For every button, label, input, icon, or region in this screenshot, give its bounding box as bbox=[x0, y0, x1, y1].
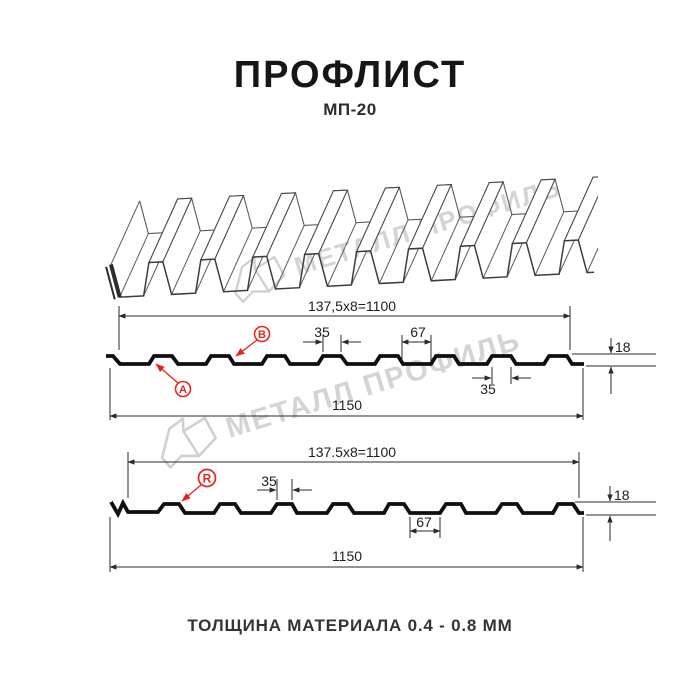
material-thickness-note: ТОЛЩИНА МАТЕРИАЛА 0.4 - 0.8 ММ bbox=[187, 616, 513, 635]
dim-rib-top-width: 35 bbox=[314, 324, 330, 340]
side-markers: R bbox=[181, 468, 217, 502]
profile-model-code: МП-20 bbox=[323, 100, 377, 119]
dimension-lines bbox=[109, 306, 656, 420]
rib-top-faces bbox=[148, 175, 598, 264]
dim-rib-top-width-2: 35 bbox=[480, 381, 496, 397]
marker-r-circle bbox=[197, 468, 217, 488]
profile-outline bbox=[106, 354, 584, 366]
marker-b-label: B bbox=[258, 329, 266, 341]
marker-b-circle bbox=[253, 325, 271, 343]
dim-module-width-top: 137,5x8=1100 bbox=[308, 298, 396, 314]
dim-valley-width: 67 bbox=[410, 324, 426, 340]
dim-valley-width: 67 bbox=[416, 514, 432, 530]
dim-overall-width: 1150 bbox=[332, 548, 362, 564]
marker-r-label: R bbox=[203, 472, 212, 486]
dim-module-width-top: 137.5x8=1100 bbox=[308, 444, 396, 460]
marker-a-label: A bbox=[179, 384, 187, 396]
sheet-3d-drawing bbox=[105, 175, 598, 300]
page-title: ПРОФЛИСТ bbox=[233, 54, 467, 96]
profile-outline bbox=[109, 498, 584, 519]
marker-a-circle bbox=[174, 380, 192, 398]
dim-overall-width: 1150 bbox=[332, 397, 362, 413]
profile-section-ab-drawing: A B 137,5x8=1100 35 67 18 35 1150 bbox=[106, 298, 656, 420]
dim-rib-top-width: 35 bbox=[261, 473, 277, 489]
profile-section-r-drawing: R 137.5x8=1100 35 18 67 1150 bbox=[109, 444, 656, 572]
dim-rib-height: 18 bbox=[615, 339, 631, 355]
side-markers: A B bbox=[155, 325, 271, 398]
dimension-lines bbox=[109, 452, 656, 572]
dim-rib-height: 18 bbox=[614, 487, 630, 503]
